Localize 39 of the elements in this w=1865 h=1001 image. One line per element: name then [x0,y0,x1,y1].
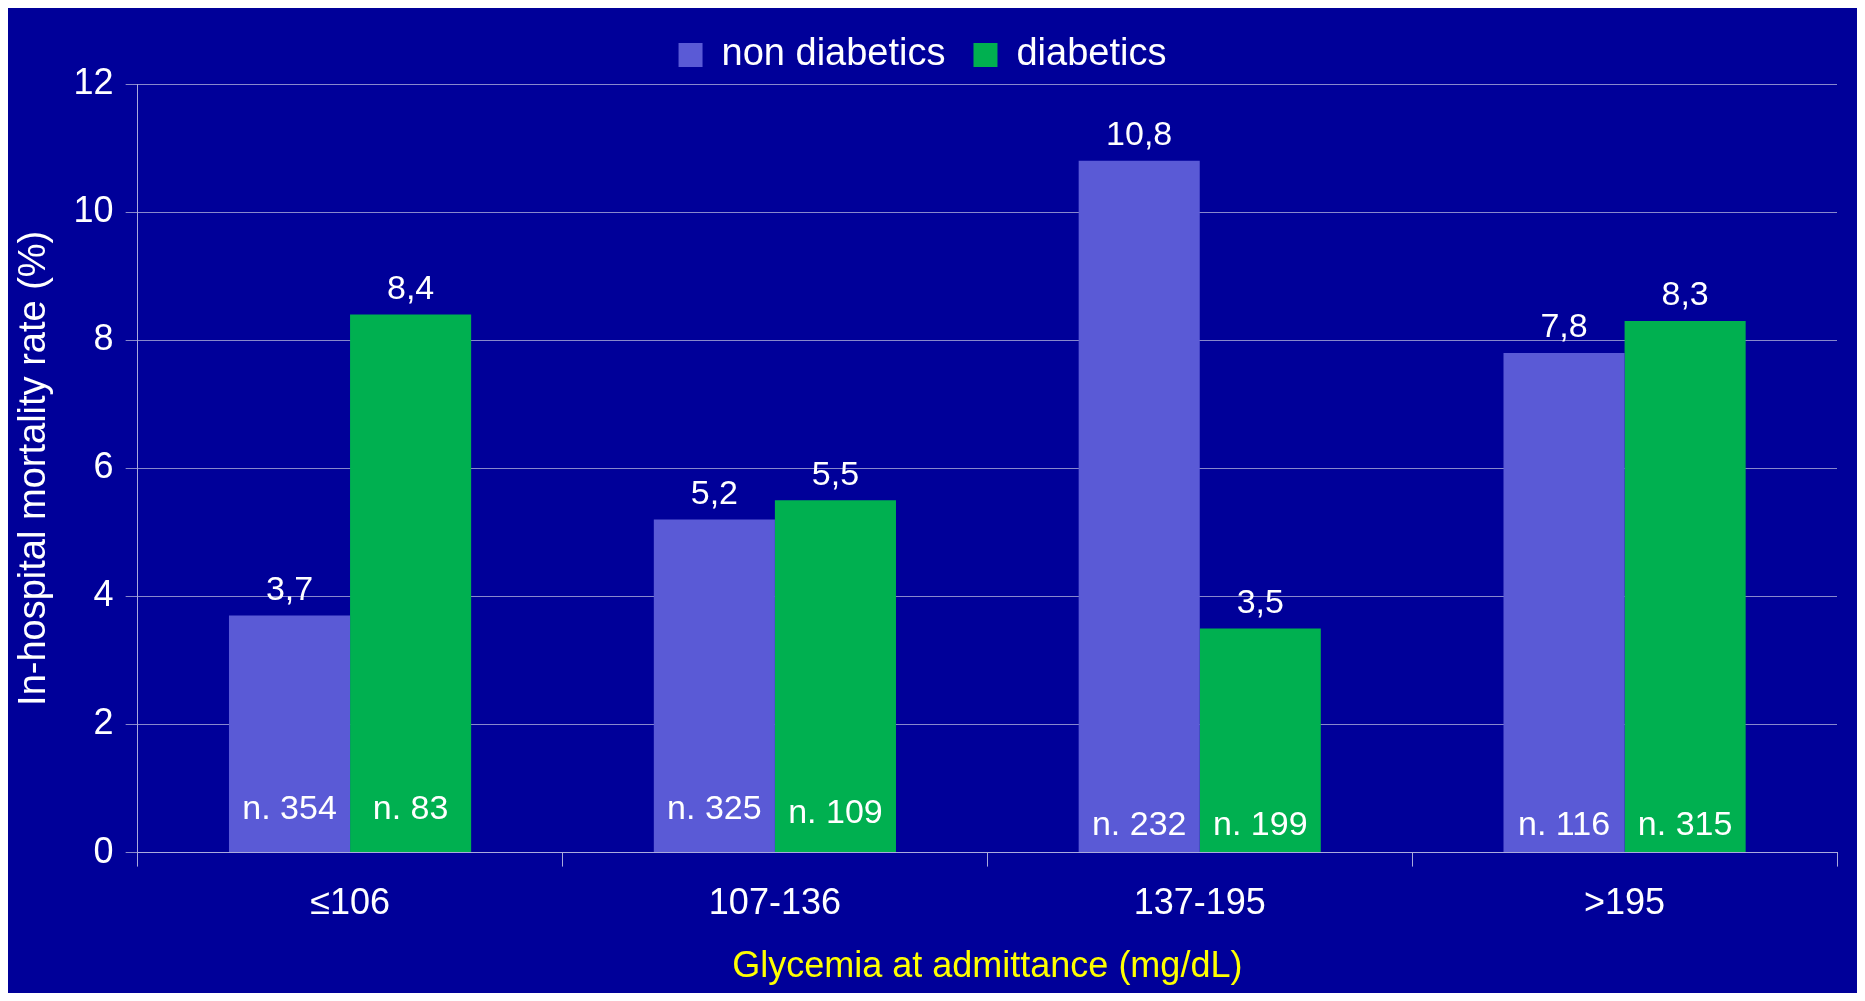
y-tick-label: 2 [93,701,114,743]
legend-label: diabetics [1016,31,1167,74]
data-label: 8,3 [1661,274,1709,313]
annotation: n. 325 [667,788,762,827]
y-tick-label: 0 [93,829,114,871]
x-axis-title: Glycemia at admittance (mg/dL) [732,944,1243,986]
data-label: 7,8 [1540,306,1588,345]
bar [350,314,472,853]
bar [1078,160,1200,853]
y-tick-label: 8 [93,317,114,359]
x-tick-label: 137-195 [1133,881,1266,923]
annotation: n. 199 [1213,804,1308,843]
bar [1503,353,1625,853]
data-label: 10,8 [1106,114,1173,153]
x-tick-label: 107-136 [708,881,841,923]
annotation: n. 116 [1518,804,1611,843]
annotation: n. 232 [1091,804,1187,843]
annotation: n. 354 [242,788,337,827]
x-tick-label: >195 [1584,881,1666,923]
bar [774,500,896,853]
y-tick-label: 4 [93,573,114,615]
data-label: 3,5 [1236,581,1284,620]
annotation: n. 83 [372,788,449,827]
bar [228,615,351,853]
data-label: 3,7 [265,568,314,607]
y-tick-label: 12 [73,60,114,102]
bar [1624,320,1746,853]
bar [653,519,775,853]
annotation: n. 109 [788,791,883,830]
data-label: 5,5 [811,453,860,492]
data-label: 5,2 [690,472,738,511]
annotation: n. 315 [1637,804,1733,843]
y-tick-label: 6 [93,445,114,487]
x-tick-label: ≤106 [310,881,390,923]
data-label: 8,4 [386,267,435,306]
y-axis-title: In-hospital mortality rate (%) [11,230,54,706]
bar [1199,628,1321,853]
legend-label: non diabetics [721,31,946,74]
y-tick-label: 10 [73,189,114,231]
